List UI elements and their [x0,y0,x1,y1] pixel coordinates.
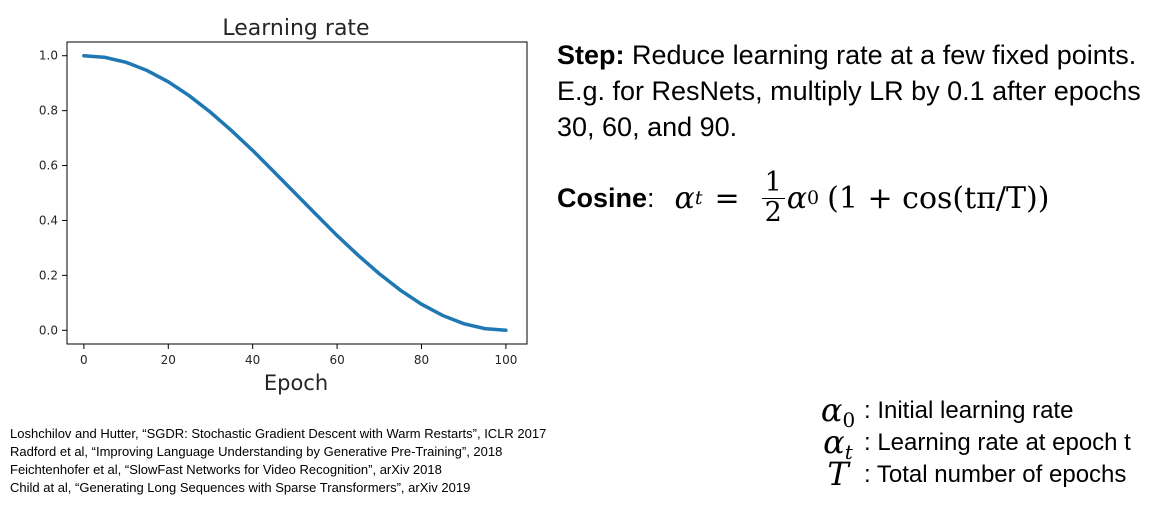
axis-ticks: 0 20 40 60 80 100 0.0 0.2 0.4 0.6 0.8 1.0 [39,49,517,367]
step-description: Step: Reduce learning rate at a few fixe… [557,37,1157,145]
legend-symbol: αt [823,422,853,464]
y-tick-label: 0.6 [39,159,58,173]
y-tick-label: 0.2 [39,268,58,282]
y-tick-label: 0.8 [39,104,58,118]
x-tick-label: 60 [329,353,344,367]
legend-symbol: T [827,454,849,493]
alpha-symbol: α [674,180,695,216]
cosine-label: Cosine [557,182,648,213]
x-tick-label: 0 [80,353,88,367]
x-tick-label: 20 [161,353,176,367]
alpha-sub-t: t [694,187,703,209]
learning-rate-chart: Learning rate 0 20 40 60 80 100 0.0 0.2 0.4 0.6 0.… [39,16,528,395]
fraction-denominator: 2 [764,196,782,228]
symbol-legend: α0 : Initial learning rate αt : Learning… [812,391,1131,493]
legend-text: : Learning rate at epoch t [864,429,1131,456]
step-label: Step: [557,40,625,70]
reference-item: Radford et al, “Improving Language Under… [10,444,503,459]
plot-frame [66,41,528,345]
legend-text: : Initial learning rate [864,397,1074,424]
reference-item: Child at al, “Generating Long Sequences … [10,480,471,495]
reference-item: Feichtenhofer et al, “SlowFast Networks … [10,462,442,477]
legend-item: α0 : Initial learning rate [812,391,1131,432]
series-line [82,53,508,333]
reference-item: Loshchilov and Hutter, “SGDR: Stochastic… [10,426,547,441]
alpha-sub-0: 0 [807,187,820,209]
cosine-colon: : [647,182,655,213]
x-axis-label: Epoch [264,371,328,395]
legend-item: T : Total number of epochs [812,455,1131,493]
chart-title: Learning rate [222,16,369,41]
legend-symbol: α0 [820,390,856,432]
fraction: 1 2 [761,168,785,228]
fraction-numerator: 1 [761,168,785,199]
legend-text: : Total number of epochs [864,461,1127,488]
cosine-expression: (1 + cos(tπ/T)) [827,180,1050,216]
x-tick-label: 80 [414,353,429,367]
step-text: Reduce learning rate at a few fixed poin… [557,40,1141,142]
equals-sign: = [714,180,740,216]
y-tick-label: 0.0 [39,323,58,337]
alpha-symbol-2: α [786,180,808,216]
x-tick-label: 100 [494,353,517,367]
y-tick-label: 0.4 [39,213,58,227]
references: Loshchilov and Hutter, “SGDR: Stochastic… [10,425,546,497]
legend-item: αt : Learning rate at epoch t [812,423,1131,464]
y-tick-label: 1.0 [39,49,58,63]
x-tick-label: 40 [245,353,260,367]
